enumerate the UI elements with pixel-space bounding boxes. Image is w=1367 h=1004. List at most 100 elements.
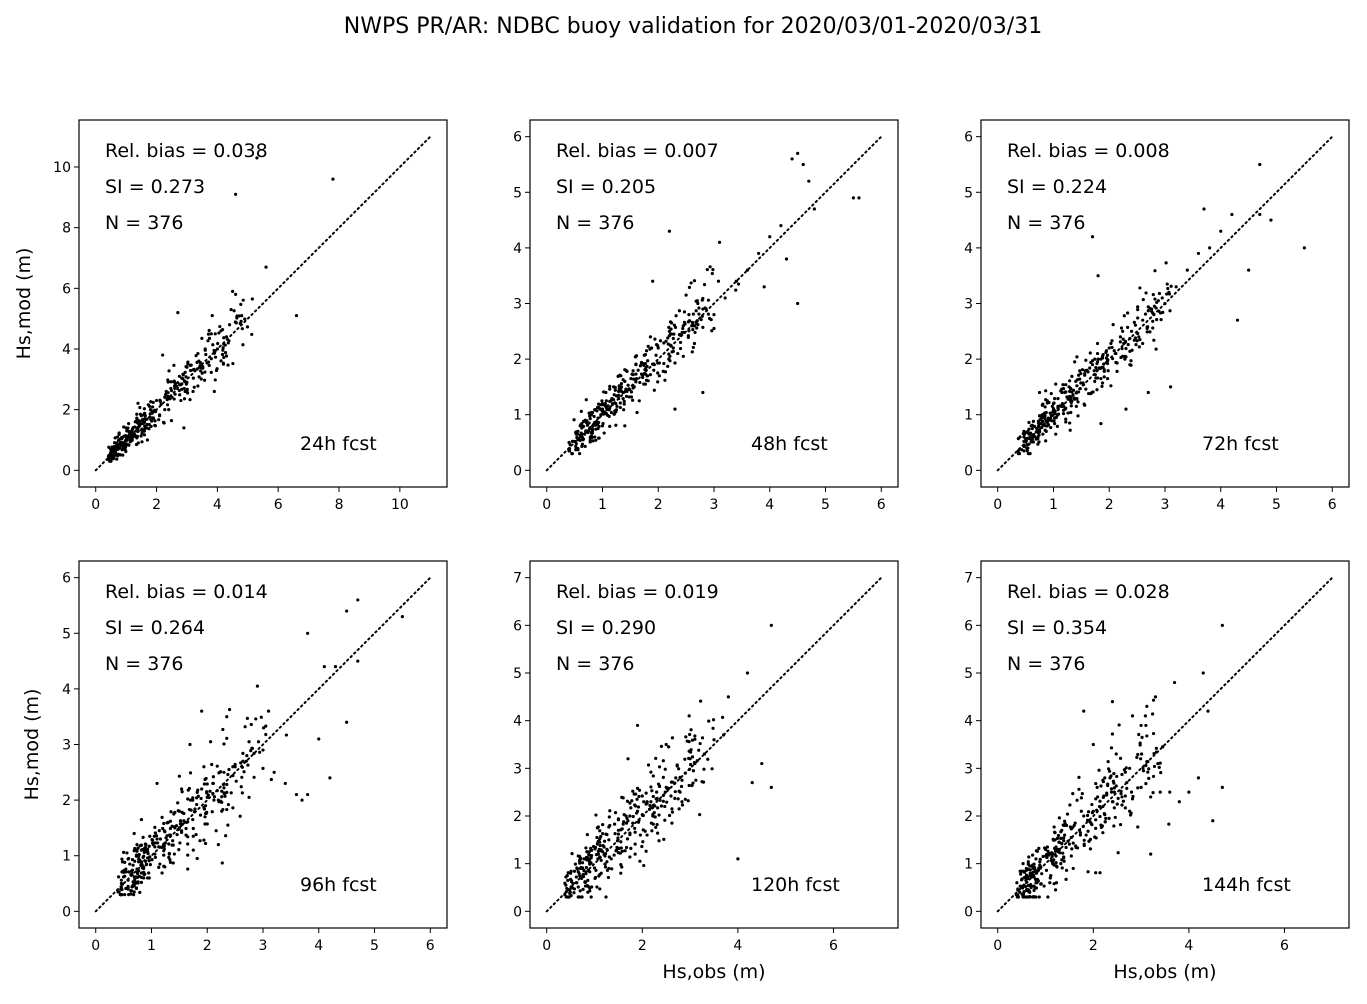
x-tick-label: 4 xyxy=(1216,497,1225,513)
data-point xyxy=(261,748,265,752)
data-point xyxy=(1128,363,1132,367)
data-point xyxy=(1112,790,1116,794)
data-point xyxy=(1055,424,1059,428)
data-point xyxy=(123,874,127,878)
data-point xyxy=(256,740,261,744)
data-point xyxy=(670,807,674,811)
data-point xyxy=(1087,391,1091,396)
data-point xyxy=(702,752,707,756)
data-point xyxy=(646,763,651,767)
data-point xyxy=(221,782,226,787)
data-point xyxy=(623,424,627,428)
data-point xyxy=(596,416,600,420)
data-point xyxy=(231,361,235,366)
data-point xyxy=(595,885,599,889)
y-tick-label: 5 xyxy=(964,185,973,201)
data-point xyxy=(644,349,649,353)
data-point xyxy=(162,853,166,857)
data-point xyxy=(575,432,579,436)
data-point xyxy=(1057,840,1061,844)
data-point xyxy=(1160,296,1164,300)
data-point xyxy=(643,829,647,833)
data-point xyxy=(186,362,190,366)
data-point xyxy=(176,381,180,385)
data-point xyxy=(1031,853,1035,857)
data-point xyxy=(1114,351,1118,356)
data-point xyxy=(629,806,633,810)
data-point xyxy=(333,665,338,669)
axes-frame xyxy=(78,119,448,488)
data-point xyxy=(1067,385,1071,389)
data-point xyxy=(667,229,671,233)
data-point xyxy=(1110,339,1114,343)
data-point xyxy=(1206,709,1210,713)
data-point xyxy=(1052,882,1056,886)
data-point xyxy=(745,671,750,675)
y-tick-label: 6 xyxy=(513,618,522,634)
data-point xyxy=(241,298,245,302)
data-point xyxy=(1159,318,1163,322)
y-tick-label: 5 xyxy=(964,666,973,682)
data-point xyxy=(607,825,611,829)
data-point xyxy=(636,805,641,809)
data-point xyxy=(157,413,162,417)
data-point xyxy=(1106,760,1110,764)
data-point xyxy=(1068,398,1072,402)
data-point xyxy=(578,452,582,456)
data-point xyxy=(1157,291,1162,296)
data-point xyxy=(702,282,707,287)
data-point xyxy=(582,857,586,861)
data-point xyxy=(602,390,606,394)
data-point xyxy=(182,426,186,430)
data-point xyxy=(1015,881,1019,885)
data-point xyxy=(222,342,226,346)
data-point xyxy=(224,354,229,358)
data-point xyxy=(1129,359,1133,363)
data-point xyxy=(569,869,573,873)
x-tick-label: 2 xyxy=(638,938,647,954)
data-point xyxy=(686,334,690,338)
data-point xyxy=(1141,298,1145,302)
data-point xyxy=(151,838,155,842)
data-point xyxy=(699,318,703,322)
data-point xyxy=(736,857,740,861)
data-point xyxy=(261,726,266,730)
data-point xyxy=(687,749,691,753)
data-point xyxy=(580,895,584,899)
data-point xyxy=(1119,791,1123,796)
data-point xyxy=(153,841,157,845)
data-point xyxy=(1036,430,1041,435)
data-point xyxy=(345,609,349,613)
data-point xyxy=(807,179,811,183)
data-point xyxy=(619,828,623,832)
data-point xyxy=(1034,849,1039,853)
data-point xyxy=(140,847,145,852)
y-tick-label: 5 xyxy=(513,185,522,201)
data-point xyxy=(613,409,617,413)
y-tick-label: 1 xyxy=(513,408,522,424)
data-point xyxy=(222,355,226,360)
data-point xyxy=(624,394,629,398)
data-point xyxy=(678,775,682,779)
data-point xyxy=(674,776,678,780)
data-point xyxy=(712,313,716,317)
data-point xyxy=(1062,836,1066,840)
data-point xyxy=(138,412,143,416)
data-point xyxy=(1074,404,1078,408)
data-point xyxy=(205,361,209,365)
data-point xyxy=(1022,890,1026,894)
data-point xyxy=(1087,839,1091,843)
data-point xyxy=(1093,357,1097,361)
data-point xyxy=(225,782,229,787)
data-point xyxy=(608,387,612,391)
data-point xyxy=(1068,389,1072,393)
data-point xyxy=(760,761,764,766)
data-point xyxy=(653,337,657,341)
data-point xyxy=(1054,861,1058,865)
data-point xyxy=(171,861,175,865)
data-point xyxy=(1136,305,1140,309)
data-point xyxy=(1056,396,1060,401)
forecast-label: 144h fcst xyxy=(1202,874,1291,896)
data-point xyxy=(680,800,684,804)
